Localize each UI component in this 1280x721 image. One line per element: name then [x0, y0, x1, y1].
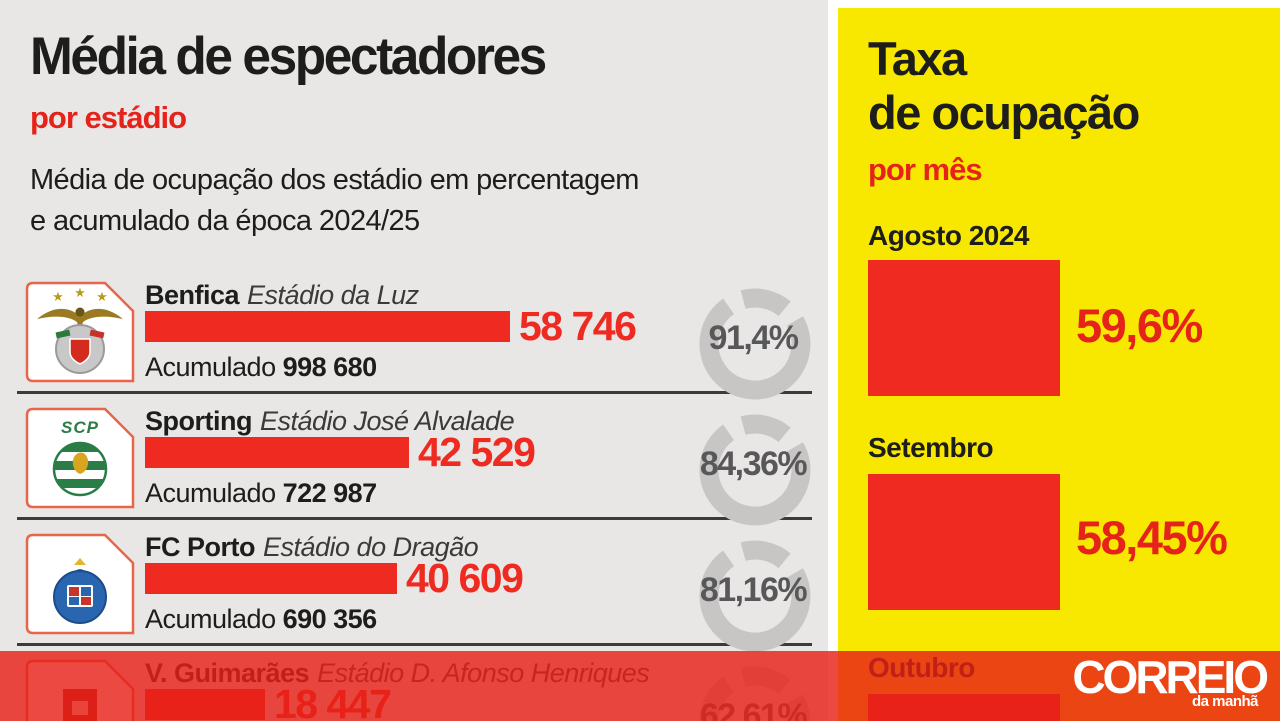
average-bar-row: 40 609 — [145, 554, 524, 601]
accumulated-line: Acumulado 690 356 — [145, 604, 377, 635]
month-square-agosto — [868, 260, 1060, 396]
average-bar-row: 58 746 — [145, 302, 637, 349]
right-title-line-2: de ocupação — [868, 86, 1140, 139]
table-row-fcporto: FC Porto Estádio do Dragão 40 609 Acumula… — [0, 530, 828, 652]
team-name: Sporting — [145, 406, 252, 436]
right-title-line-1: Taxa — [868, 32, 967, 85]
table-row-benfica: ★ ★ ★ Benfica Estádio da Luz 58 746 Acumu… — [0, 278, 828, 400]
occupancy-gauge-icon — [699, 414, 811, 526]
page-subtitle: por estádio — [30, 100, 187, 135]
team-line: Benfica Estádio da Luz — [145, 280, 419, 310]
left-panel: Média de espectadores por estádio Média … — [0, 0, 828, 721]
description: Média de ocupação dos estádio em percent… — [30, 160, 639, 242]
brand-name: CORREIO — [1072, 651, 1269, 703]
brand-subname: da manhã — [1191, 693, 1259, 710]
occupancy-percent: 81,16% — [699, 571, 808, 609]
average-bar — [145, 562, 397, 594]
accumulated-value: 690 356 — [282, 604, 378, 634]
svg-text:★: ★ — [96, 290, 108, 305]
average-value: 40 609 — [406, 554, 524, 601]
table-row-sporting: SCP Sporting Estádio José Alvalade 42 — [0, 404, 828, 526]
month-value-setembro: 58,45% — [1076, 511, 1228, 564]
month-value-agosto: 59,6% — [1076, 299, 1203, 352]
page-title: Média de espectadores — [30, 27, 547, 86]
accumulated-label: Acumulado — [145, 478, 276, 508]
month-label-agosto: Agosto 2024 — [868, 220, 1030, 251]
occupancy-gauge-icon — [699, 540, 811, 652]
occupancy-gauge-icon — [699, 288, 811, 400]
stadium-name: Estádio do Dragão — [263, 532, 479, 562]
description-line-1: Média de ocupação dos estádio em percent… — [30, 164, 639, 196]
row-separator — [17, 517, 812, 520]
team-name: FC Porto — [145, 532, 256, 562]
occupancy-percent: 84,36% — [699, 445, 808, 483]
team-name: Benfica — [145, 280, 240, 310]
accumulated-line: Acumulado 722 987 — [145, 478, 377, 509]
occupancy-percent: 91,4% — [708, 319, 799, 357]
average-value: 58 746 — [519, 302, 637, 349]
right-subtitle: por mês — [868, 152, 983, 187]
average-bar — [145, 436, 409, 468]
team-line: Sporting Estádio José Alvalade — [145, 406, 515, 436]
svg-text:★: ★ — [74, 286, 86, 301]
accumulated-value: 998 680 — [282, 352, 378, 382]
average-value: 42 529 — [418, 428, 536, 475]
average-bar-row: 42 529 — [145, 428, 536, 475]
newspaper-logo: CORREIO da manhã — [1072, 651, 1269, 710]
accumulated-value: 722 987 — [282, 478, 378, 508]
month-label-setembro: Setembro — [868, 432, 994, 463]
row-separator — [17, 391, 812, 394]
row-separator — [17, 643, 812, 646]
accumulated-label: Acumulado — [145, 352, 276, 382]
benfica-crest-icon: ★ ★ ★ — [25, 281, 135, 383]
stadium-name: Estádio da Luz — [247, 280, 419, 310]
svg-text:★: ★ — [52, 290, 64, 305]
description-line-2: e acumulado da época 2024/25 — [30, 205, 420, 237]
right-panel: Taxa de ocupação por mês Agosto 2024 59,… — [838, 8, 1280, 721]
stadium-name: Estádio José Alvalade — [259, 406, 515, 436]
team-line: FC Porto Estádio do Dragão — [145, 532, 479, 562]
accumulated-line: Acumulado 998 680 — [145, 352, 377, 383]
average-bar — [145, 310, 510, 342]
sporting-crest-icon: SCP — [25, 407, 135, 509]
bottom-banner — [0, 651, 1280, 721]
month-square-setembro — [868, 474, 1060, 610]
fcporto-crest-icon — [25, 533, 135, 635]
accumulated-label: Acumulado — [145, 604, 276, 634]
svg-text:SCP: SCP — [61, 418, 99, 437]
right-title: Taxa de ocupação — [868, 32, 1140, 140]
